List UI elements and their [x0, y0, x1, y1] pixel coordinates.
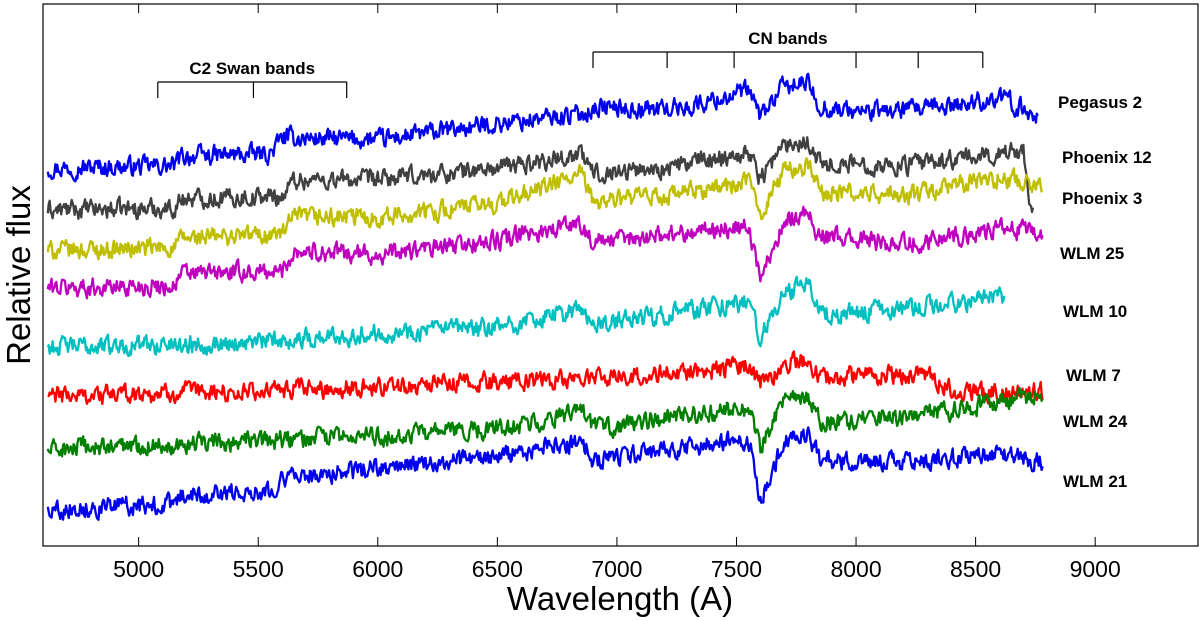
- band-annotations: C2 Swan bands CN bands: [157, 29, 984, 98]
- x-axis-title: Wavelength (A): [507, 580, 733, 617]
- x-axis-ticks: [138, 4, 1096, 546]
- x-tick-label-8000: 8000: [830, 556, 881, 582]
- x-tick-label-8500: 8500: [950, 556, 1001, 582]
- annotation-label-c2-swan-bands: C2 Swan bands: [189, 59, 315, 78]
- series-labels: Pegasus 2 Phoenix 12 Phoenix 3 WLM 25 WLM 10…: [1058, 93, 1152, 491]
- series-line-wlm-7: [47, 350, 1044, 406]
- series-label-wlm-10: WLM 10: [1063, 302, 1127, 321]
- series-line-wlm-25: [46, 205, 1044, 300]
- series-label-wlm-24: WLM 24: [1063, 412, 1128, 431]
- series-lines: [46, 72, 1044, 521]
- series-label-wlm-21: WLM 21: [1063, 472, 1127, 491]
- plot-frame: [42, 3, 1199, 547]
- series-line-pegasus-2: [46, 72, 1039, 183]
- x-axis-tick-labels: 5000 5500 6000 6500 7000 7500 8000 8500 9000: [113, 556, 1121, 582]
- x-tick-label-7500: 7500: [711, 556, 762, 582]
- series-line-wlm-10: [46, 275, 1006, 358]
- x-tick-label-6500: 6500: [472, 556, 523, 582]
- series-label-wlm-7: WLM 7: [1066, 366, 1121, 385]
- series-label-phoenix-3: Phoenix 3: [1062, 189, 1142, 208]
- series-label-phoenix-12: Phoenix 12: [1062, 148, 1152, 167]
- y-axis-title: Relative flux: [0, 185, 37, 365]
- series-line-phoenix-12: [46, 136, 1035, 221]
- x-tick-label-6000: 6000: [352, 556, 403, 582]
- series-line-wlm-21: [46, 426, 1044, 521]
- series-label-wlm-25: WLM 25: [1060, 244, 1124, 263]
- series-line-wlm-24: [46, 386, 1043, 458]
- x-tick-label-5000: 5000: [113, 556, 164, 582]
- annotation-label-cn-bands: CN bands: [748, 29, 827, 48]
- x-tick-label-9000: 9000: [1070, 556, 1121, 582]
- x-tick-label-7000: 7000: [591, 556, 642, 582]
- series-label-pegasus-2: Pegasus 2: [1058, 93, 1142, 112]
- x-tick-label-5500: 5500: [233, 556, 284, 582]
- series-line-phoenix-3: [46, 157, 1044, 261]
